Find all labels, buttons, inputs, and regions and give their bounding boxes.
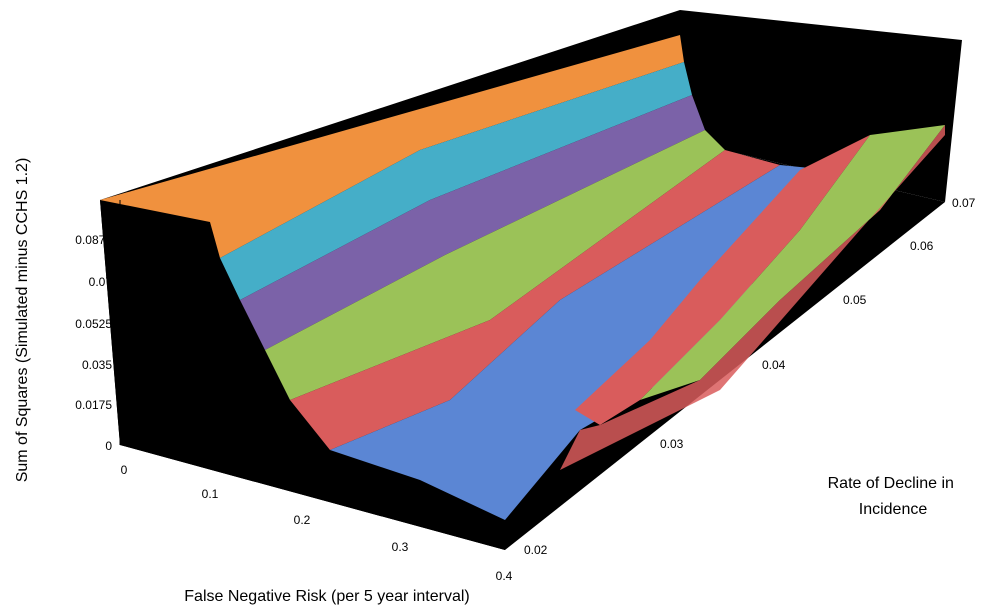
x-tick-label: 0 [121, 463, 128, 477]
y-tick-label: 0.06 [910, 239, 934, 253]
y-tick-label: 0.05 [843, 293, 867, 307]
y-tick-label: 0.04 [762, 358, 786, 372]
y-tick-label: 0.02 [524, 543, 548, 557]
y-axis-title: Rate of Decline in Incidence [828, 475, 959, 518]
y-tick-label: 0.07 [952, 196, 976, 210]
x-tick-label: 0.2 [294, 513, 311, 527]
z-tick-label: 0 [105, 439, 112, 453]
z-tick-label: 0.035 [82, 358, 112, 372]
z-tick-label: 0.0175 [75, 398, 112, 412]
x-axis-title: False Negative Risk (per 5 year interval… [184, 588, 469, 605]
z-tick-label: 0.0525 [75, 317, 112, 331]
y-axis-title-line-2: Incidence [859, 501, 928, 518]
x-tick-label: 0.4 [496, 569, 513, 583]
x-tick-label: 0.1 [202, 487, 219, 501]
y-tick-label: 0.03 [660, 437, 684, 451]
x-tick-label: 0.3 [392, 540, 409, 554]
z-tick-label: 0.0875 [75, 233, 112, 247]
z-tick-label: 0.07 [89, 275, 113, 289]
z-axis-title: Sum of Squares (Simulated minus CCHS 1.2… [14, 158, 31, 483]
y-axis-title-line-1: Rate of Decline in [828, 475, 954, 492]
